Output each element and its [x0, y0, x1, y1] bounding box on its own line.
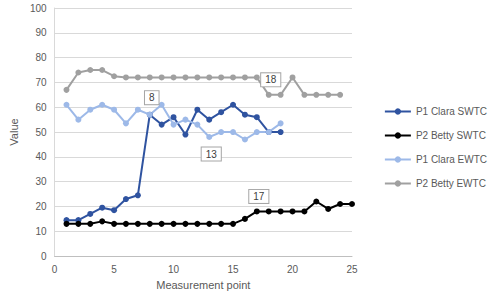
svg-text:30: 30 — [35, 176, 47, 187]
svg-text:P2 Betty SWTC: P2 Betty SWTC — [416, 130, 486, 141]
svg-text:Measurement point: Measurement point — [156, 279, 250, 291]
svg-text:40: 40 — [35, 151, 47, 162]
svg-text:90: 90 — [35, 27, 47, 38]
svg-text:17: 17 — [253, 191, 265, 202]
svg-text:13: 13 — [206, 149, 218, 160]
svg-text:Value: Value — [8, 118, 20, 145]
svg-text:0: 0 — [52, 264, 58, 275]
svg-text:15: 15 — [227, 264, 239, 275]
svg-text:8: 8 — [149, 92, 155, 103]
svg-text:20: 20 — [35, 201, 47, 212]
svg-text:0: 0 — [41, 251, 47, 262]
svg-text:80: 80 — [35, 52, 47, 63]
svg-text:P1 Clara EWTC: P1 Clara EWTC — [416, 154, 487, 165]
svg-text:5: 5 — [111, 264, 117, 275]
svg-text:P1 Clara SWTC: P1 Clara SWTC — [416, 106, 487, 117]
svg-text:60: 60 — [35, 102, 47, 113]
svg-text:70: 70 — [35, 77, 47, 88]
svg-text:10: 10 — [168, 264, 180, 275]
svg-text:25: 25 — [346, 264, 358, 275]
svg-text:100: 100 — [30, 3, 47, 14]
svg-text:18: 18 — [265, 74, 277, 85]
svg-text:10: 10 — [35, 226, 47, 237]
svg-text:20: 20 — [287, 264, 299, 275]
svg-text:50: 50 — [35, 127, 47, 138]
svg-text:P2 Betty EWTC: P2 Betty EWTC — [416, 178, 486, 189]
